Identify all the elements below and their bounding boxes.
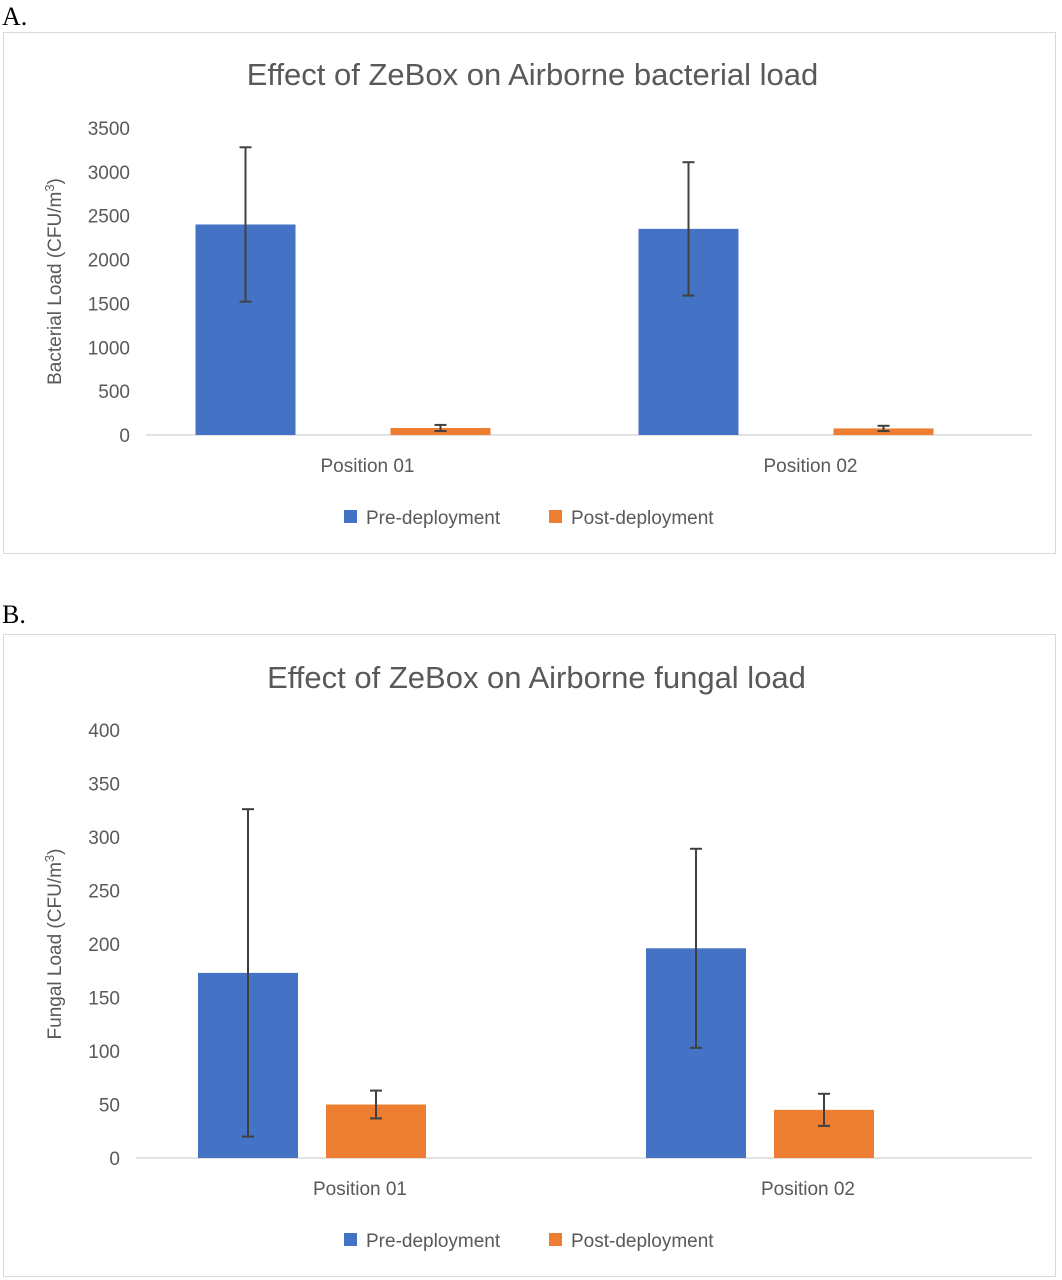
fungal-legend-label-post: Post-deployment (571, 1231, 714, 1252)
fungal-chart: Effect of ZeBox on Airborne fungal load 0… (42, 660, 1032, 1252)
bacterial-legend-label-pre: Pre-deployment (366, 508, 501, 529)
fungal-legend-swatch-pre (344, 1233, 357, 1246)
bacterial-y-axis-label: Bacterial Load (CFU/m3) (42, 178, 66, 385)
fungal-y-tick-label: 0 (109, 1149, 120, 1170)
bacterial-y-tick-label: 0 (119, 426, 130, 447)
panel-b-label: B. (2, 600, 26, 629)
fungal-legend-label-pre: Pre-deployment (366, 1231, 501, 1252)
bacterial-legend-label-post: Post-deployment (571, 508, 714, 529)
fungal-y-tick-label: 150 (88, 989, 120, 1010)
fungal-y-tick-label: 350 (88, 775, 120, 796)
fungal-category-label: Position 02 (761, 1179, 855, 1200)
bacterial-legend-swatch-pre (344, 510, 357, 523)
bacterial-y-tick-label: 2000 (88, 251, 130, 272)
bacterial-y-tick-label: 2500 (88, 207, 130, 228)
fungal-legend-swatch-post (549, 1233, 562, 1246)
bacterial-y-tick-label: 3000 (88, 163, 130, 184)
fungal-category-label: Position 01 (313, 1179, 407, 1200)
fungal-y-tick-label: 250 (88, 882, 120, 903)
fungal-y-tick-label: 100 (88, 1042, 120, 1063)
fungal-y-tick-label: 50 (99, 1096, 120, 1117)
bacterial-y-tick-label: 1000 (88, 338, 130, 359)
bacterial-chart-frame: Effect of ZeBox on Airborne bacterial lo… (3, 32, 1056, 554)
bacterial-category-label: Position 01 (320, 456, 414, 477)
bacterial-legend-swatch-post (549, 510, 562, 523)
fungal-y-axis-label: Fungal Load (CFU/m3) (42, 849, 66, 1040)
bacterial-chart-title: Effect of ZeBox on Airborne bacterial lo… (247, 57, 819, 92)
fungal-y-tick-label: 300 (88, 828, 120, 849)
fungal-chart-frame: Effect of ZeBox on Airborne fungal load 0… (3, 634, 1056, 1277)
fungal-y-tick-label: 400 (88, 721, 120, 742)
fungal-chart-title: Effect of ZeBox on Airborne fungal load (267, 660, 806, 695)
bacterial-category-label: Position 02 (763, 456, 857, 477)
panel-a-label: A. (2, 2, 28, 31)
bacterial-y-tick-label: 500 (98, 382, 130, 403)
bacterial-chart: Effect of ZeBox on Airborne bacterial lo… (42, 57, 1032, 529)
bacterial-y-tick-label: 1500 (88, 294, 130, 315)
bacterial-y-tick-label: 3500 (88, 119, 130, 140)
fungal-y-tick-label: 200 (88, 935, 120, 956)
